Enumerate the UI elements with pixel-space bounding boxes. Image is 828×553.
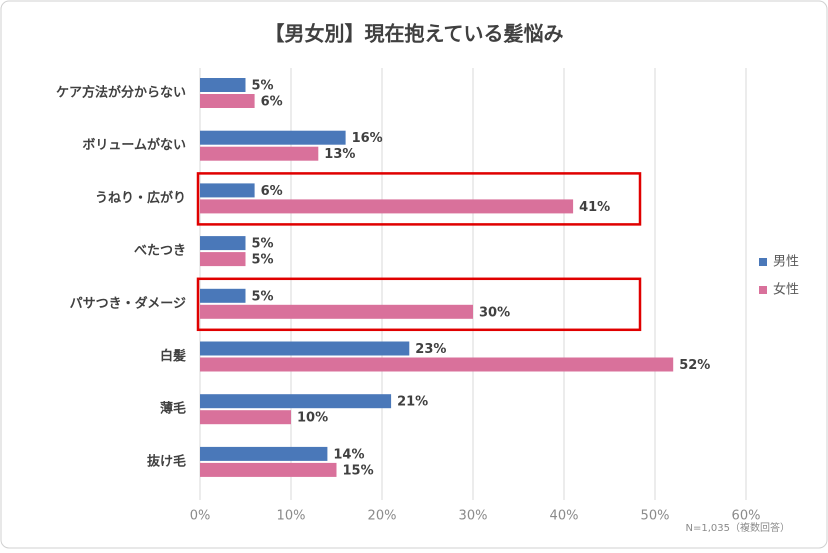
- value-label: 23%: [415, 342, 446, 357]
- legend-swatch: [759, 286, 767, 294]
- x-tick-label: 0%: [190, 509, 211, 524]
- bar: [200, 199, 574, 214]
- bar: [200, 146, 319, 161]
- bar: [200, 130, 346, 145]
- bar: [200, 341, 410, 356]
- value-label: 30%: [479, 305, 510, 320]
- x-tick-label: 10%: [277, 509, 306, 524]
- bar: [200, 304, 473, 319]
- bar: [200, 357, 674, 372]
- value-label: 21%: [397, 395, 428, 410]
- bar: [200, 410, 291, 425]
- highlight-box: [196, 172, 642, 226]
- bar: [200, 236, 246, 251]
- value-label: 10%: [297, 411, 328, 426]
- bar: [200, 462, 337, 477]
- bar: [200, 394, 392, 409]
- x-tick-label: 20%: [368, 509, 397, 524]
- value-label: 13%: [324, 147, 355, 162]
- value-label: 15%: [343, 463, 374, 478]
- y-tick-label: ボリュームがない: [82, 137, 186, 153]
- chart-title: 【男女別】現在抱えている髪悩み: [265, 22, 564, 46]
- bar: [200, 288, 246, 303]
- legend-label: 女性: [773, 282, 799, 298]
- value-label: 14%: [333, 447, 364, 462]
- value-label: 52%: [679, 358, 710, 373]
- bar: [200, 446, 328, 461]
- x-tick-label: 60%: [732, 509, 761, 524]
- value-label: 5%: [252, 289, 274, 304]
- y-tick-label: 薄毛: [160, 401, 186, 417]
- bar: [200, 78, 246, 92]
- y-tick-label: うねり・広がり: [95, 190, 186, 206]
- value-label: 6%: [261, 95, 283, 110]
- value-label: 5%: [252, 79, 274, 94]
- y-tick-label: ケア方法が分からない: [56, 85, 186, 101]
- y-tick-label: べたつき: [134, 244, 186, 259]
- legend-label: 男性: [773, 255, 799, 270]
- x-tick-label: 40%: [550, 509, 579, 524]
- value-label: 41%: [579, 200, 610, 215]
- annotation: N=1,035（複数回答）: [686, 521, 791, 534]
- x-tick-label: 30%: [459, 509, 488, 524]
- value-label: 5%: [252, 253, 274, 268]
- value-label: 6%: [261, 184, 283, 199]
- y-tick-label: パサつき・ダメージ: [70, 295, 186, 311]
- legend-swatch: [759, 258, 767, 266]
- bar: [200, 252, 246, 267]
- bar: [200, 183, 255, 198]
- value-label: 5%: [252, 237, 274, 252]
- bar: [200, 94, 255, 108]
- value-label: 16%: [352, 131, 383, 146]
- x-tick-label: 50%: [641, 509, 670, 524]
- highlight-box: [196, 277, 642, 332]
- y-tick-label: 白髪: [160, 348, 186, 364]
- y-tick-label: 抜け毛: [147, 453, 186, 469]
